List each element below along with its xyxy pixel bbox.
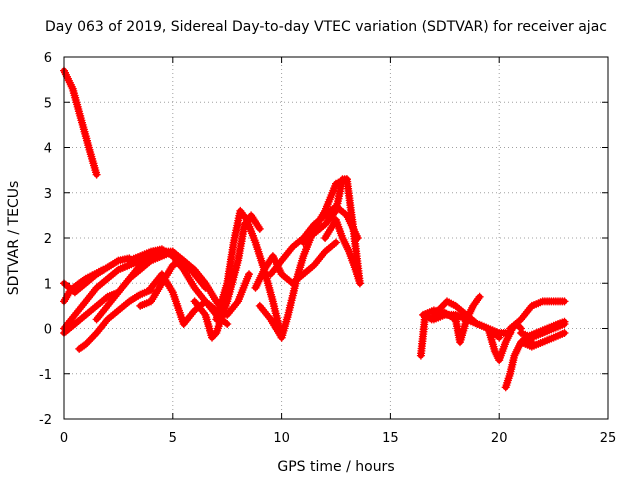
grid-lines bbox=[64, 57, 608, 419]
series-markers bbox=[521, 317, 569, 342]
x-tick-label: 10 bbox=[273, 431, 290, 446]
y-tick-label: 5 bbox=[44, 96, 52, 111]
y-tick-label: -2 bbox=[39, 413, 52, 428]
axis-ticks: 0 5 10 15 20 25 -2 -1 0 1 2 3 4 5 6 bbox=[39, 51, 616, 446]
y-tick-label: 2 bbox=[44, 232, 52, 247]
x-tick-label: 25 bbox=[600, 431, 617, 446]
x-tick-label: 20 bbox=[491, 431, 508, 446]
y-tick-label: 4 bbox=[44, 142, 52, 157]
x-tick-label: 15 bbox=[382, 431, 399, 446]
series-markers bbox=[321, 215, 364, 288]
y-tick-label: 1 bbox=[44, 277, 52, 292]
y-axis-label: SDTVAR / TECUs bbox=[6, 181, 22, 296]
series-markers bbox=[60, 66, 101, 179]
y-tick-label: 6 bbox=[44, 51, 52, 66]
plot-frame bbox=[63, 56, 609, 420]
series-markers bbox=[299, 175, 364, 288]
y-tick-label: -1 bbox=[39, 368, 52, 383]
x-tick-label: 0 bbox=[60, 431, 68, 446]
series-markers bbox=[517, 329, 569, 351]
series-markers bbox=[190, 211, 264, 342]
series-s25 bbox=[517, 329, 569, 351]
series-s13 bbox=[212, 206, 286, 342]
series-s1 bbox=[60, 66, 101, 179]
series-s24 bbox=[506, 297, 569, 333]
chart-title: Day 063 of 2019, Sidereal Day-to-day VTE… bbox=[45, 19, 607, 35]
data-series bbox=[60, 66, 569, 392]
series-s18 bbox=[321, 215, 364, 288]
y-tick-label: 3 bbox=[44, 187, 52, 202]
series-markers bbox=[212, 206, 286, 342]
series-s27 bbox=[521, 317, 569, 342]
series-markers bbox=[75, 286, 155, 353]
x-tick-label: 5 bbox=[169, 431, 177, 446]
x-axis-label: GPS time / hours bbox=[277, 459, 394, 475]
series-markers bbox=[506, 297, 569, 333]
series-s5 bbox=[75, 286, 155, 353]
series-s20 bbox=[419, 292, 484, 347]
series-s17 bbox=[299, 175, 364, 288]
y-tick-label: 0 bbox=[44, 323, 52, 338]
